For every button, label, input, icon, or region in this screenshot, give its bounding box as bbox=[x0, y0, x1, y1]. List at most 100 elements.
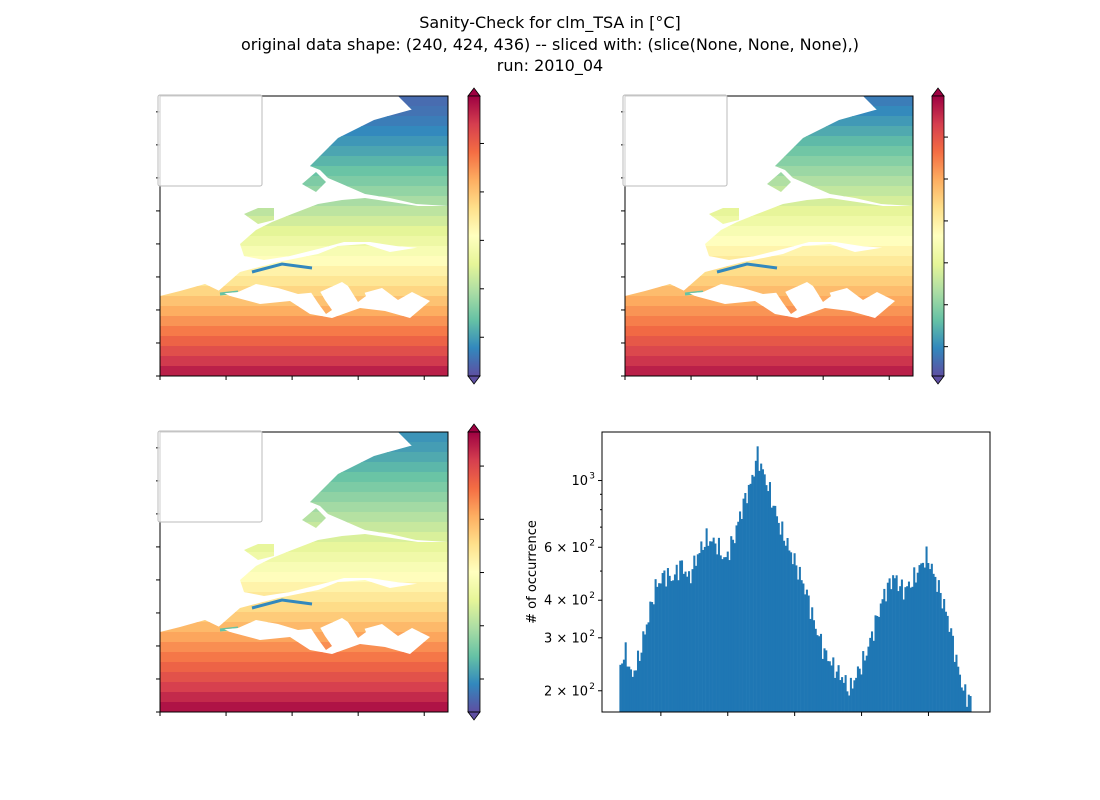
histogram-bar bbox=[781, 521, 784, 712]
heatmap-cell bbox=[160, 532, 448, 543]
histogram-bar bbox=[860, 674, 863, 712]
histogram-bar bbox=[628, 666, 631, 712]
histogram-bar bbox=[695, 565, 698, 712]
histogram-bar bbox=[731, 539, 735, 712]
histogram-bar bbox=[893, 578, 896, 712]
histogram-bar bbox=[716, 554, 719, 712]
colorbar-frame bbox=[467, 431, 481, 713]
histogram-bar bbox=[684, 571, 687, 712]
histogram-bar bbox=[746, 503, 749, 712]
histogram-bar bbox=[635, 670, 638, 712]
heatmap-cell bbox=[160, 652, 448, 663]
histogram-bar bbox=[929, 569, 932, 712]
histogram-bar bbox=[622, 659, 625, 712]
histogram-bar bbox=[644, 634, 647, 712]
histogram-bar bbox=[911, 586, 914, 712]
heatmap-cell bbox=[160, 592, 448, 603]
histogram-bar bbox=[886, 582, 889, 712]
histogram-bar bbox=[668, 575, 671, 712]
heatmap-cell bbox=[160, 572, 448, 583]
histogram-bar bbox=[709, 541, 712, 712]
histogram-bar bbox=[906, 586, 909, 712]
colorbar-frame bbox=[467, 95, 481, 377]
histogram-bar bbox=[673, 574, 676, 712]
histogram-bar bbox=[647, 622, 650, 712]
histogram-bar bbox=[819, 633, 823, 712]
histogram-bar bbox=[688, 571, 691, 712]
histogram-bar bbox=[721, 559, 724, 712]
heatmap-cell bbox=[160, 246, 448, 257]
histogram-bar bbox=[823, 648, 826, 712]
mountain-ridge bbox=[219, 626, 239, 632]
heatmap-cell bbox=[160, 672, 448, 683]
histogram-bar bbox=[900, 579, 903, 712]
colorbar bbox=[467, 87, 484, 385]
histogram-bar bbox=[962, 690, 965, 712]
plot-frame bbox=[601, 431, 991, 713]
heatmap-panel-0 bbox=[156, 87, 484, 385]
colorbar-arrow-top bbox=[931, 87, 945, 97]
histogram-bar bbox=[946, 615, 949, 712]
histogram-bar bbox=[758, 470, 761, 712]
histogram-bar bbox=[788, 550, 791, 712]
histogram-bar bbox=[619, 664, 622, 712]
histogram-bar bbox=[865, 655, 868, 712]
heatmap-cell bbox=[625, 356, 913, 367]
histogram-bar bbox=[624, 642, 627, 712]
heatmap-cell bbox=[160, 206, 448, 217]
histogram-bar bbox=[651, 602, 654, 712]
colorbar-arrow-top bbox=[467, 87, 481, 97]
histogram-bar bbox=[702, 549, 705, 712]
histogram-bar bbox=[892, 575, 895, 712]
histogram-bar bbox=[645, 624, 648, 712]
colorbar-gradient bbox=[932, 96, 944, 376]
histogram-bar bbox=[775, 516, 779, 712]
histogram-bar bbox=[883, 588, 886, 712]
heatmap-cell bbox=[160, 366, 448, 376]
histogram-bar bbox=[951, 635, 954, 712]
histogram-bar bbox=[876, 615, 879, 712]
histogram-bar bbox=[744, 493, 747, 712]
histogram-bar bbox=[960, 687, 963, 712]
histogram-bar bbox=[739, 511, 742, 712]
histogram-bar bbox=[802, 583, 805, 712]
heatmap-cell bbox=[160, 236, 448, 247]
histogram-bar bbox=[707, 545, 710, 712]
histogram-bar bbox=[944, 611, 947, 712]
histogram-bar bbox=[790, 552, 793, 712]
histogram-bar bbox=[631, 676, 634, 712]
histogram-bar bbox=[953, 661, 956, 712]
histogram-bar bbox=[800, 580, 803, 712]
histogram-bar bbox=[696, 554, 699, 712]
heatmap-cell bbox=[160, 692, 448, 703]
stats-box bbox=[157, 94, 263, 187]
heatmap-cell bbox=[625, 216, 913, 227]
histogram-bar bbox=[633, 670, 636, 712]
heatmap-cell bbox=[160, 602, 448, 613]
histogram-bar bbox=[923, 567, 926, 712]
histogram-bar bbox=[837, 665, 840, 712]
plot-frame bbox=[159, 95, 449, 377]
histogram-bar bbox=[950, 628, 953, 712]
histogram-bar bbox=[934, 576, 937, 712]
histogram-bar bbox=[969, 696, 972, 712]
plot-frame bbox=[624, 95, 914, 377]
histogram-bar bbox=[666, 568, 669, 712]
histogram-bar bbox=[686, 576, 689, 712]
histogram-bar bbox=[846, 691, 849, 712]
histogram-bar bbox=[918, 565, 921, 712]
histogram-bar bbox=[922, 562, 925, 712]
figure-title-line-1: Sanity-Check for clm_TSA in [°C] bbox=[419, 13, 681, 33]
histogram-bar bbox=[682, 573, 685, 712]
heatmap-cell bbox=[160, 582, 448, 593]
heatmap-cell bbox=[160, 226, 448, 237]
histogram-bar bbox=[811, 607, 814, 712]
figure-title-line-3: run: 2010_04 bbox=[497, 56, 603, 76]
histogram-bar bbox=[761, 469, 764, 712]
heatmap-cell bbox=[160, 612, 448, 623]
heatmap-cell bbox=[625, 246, 913, 257]
histogram-bar bbox=[661, 573, 664, 712]
histogram-bar bbox=[760, 463, 763, 712]
y-tick-label: 3 × 10 bbox=[544, 631, 588, 646]
histogram-bar bbox=[812, 620, 815, 712]
